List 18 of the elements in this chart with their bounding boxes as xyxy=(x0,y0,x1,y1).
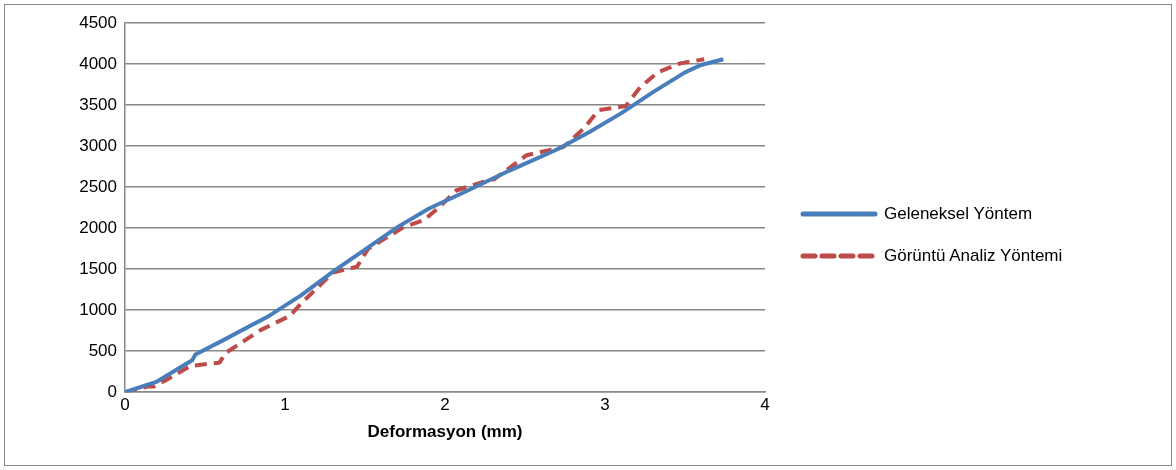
x-tick-label: 2 xyxy=(440,395,450,415)
y-tick-label: 4000 xyxy=(79,53,117,73)
x-axis-title: Deformasyon (mm) xyxy=(367,422,523,442)
x-tick-label: 4 xyxy=(760,395,770,415)
x-tick-label: 1 xyxy=(280,395,290,415)
y-tick-label: 3000 xyxy=(79,135,117,155)
y-tick-label: 4500 xyxy=(79,12,117,32)
y-tick-label: 3500 xyxy=(79,94,117,114)
y-tick-label: 500 xyxy=(88,340,117,360)
legend-label: Görüntü Analiz Yöntemi xyxy=(884,246,1063,266)
y-tick-label: 1500 xyxy=(79,258,117,278)
y-tick-label: 2500 xyxy=(79,176,117,196)
y-tick-label: 1000 xyxy=(79,299,117,319)
x-tick-label: 3 xyxy=(600,395,610,415)
y-tick-label: 2000 xyxy=(79,217,117,237)
legend-label: Geleneksel Yöntem xyxy=(884,204,1033,224)
x-tick-label: 0 xyxy=(120,395,130,415)
y-tick-label: 0 xyxy=(107,381,117,401)
